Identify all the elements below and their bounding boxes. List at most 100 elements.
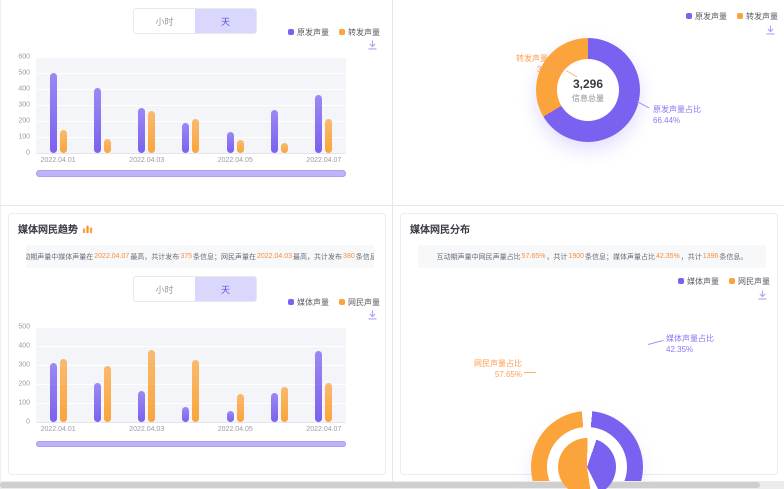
download-button[interactable] [366, 309, 379, 322]
gridline [36, 327, 346, 328]
data-zoom-slider[interactable] [36, 441, 346, 447]
legend-label: 媒体声量 [297, 297, 329, 307]
chart-plot-area [36, 57, 346, 154]
bar-网民声量[interactable] [192, 360, 200, 422]
summary-text: 互动期声量中网民声量占比 [436, 253, 521, 261]
bar-网民声量[interactable] [59, 359, 67, 422]
legend-label: 网民声量 [738, 276, 770, 286]
legend-marker [288, 29, 294, 35]
bar-group [271, 57, 289, 153]
donut-top-legend: 原发声量 转发声量 [630, 10, 778, 22]
summary-text: 条信息；网民声量在 [193, 253, 256, 261]
download-icon [758, 290, 767, 300]
bar-原发声量[interactable] [226, 132, 234, 153]
legend-item[interactable]: 转发声量 [339, 27, 380, 38]
bar-网民声量[interactable] [103, 365, 111, 422]
download-button[interactable] [756, 289, 769, 302]
summary-text: ，共计 [680, 253, 702, 261]
bar-媒体声量[interactable] [226, 410, 234, 422]
bar-转发声量[interactable] [281, 142, 289, 153]
summary-highlight: 1900 [568, 253, 584, 260]
bar-转发声量[interactable] [192, 118, 200, 153]
page-horizontal-scrollbar[interactable] [0, 481, 784, 489]
bar-媒体声量[interactable] [93, 383, 101, 422]
download-icon [368, 310, 377, 320]
slice-label-text: 网民声量占比 [474, 359, 522, 368]
download-button[interactable] [764, 24, 777, 37]
legend-item[interactable]: 媒体声量 [288, 297, 329, 308]
bar-原发声量[interactable] [315, 95, 323, 153]
bar-转发声量[interactable] [103, 139, 111, 153]
bar-group [315, 327, 333, 422]
slice-label-text: 转发声量占比 [516, 54, 564, 63]
donut-center-value: 3,296 [572, 76, 604, 91]
legend-label: 媒体声量 [687, 276, 719, 286]
bar-group [49, 57, 67, 153]
bar-原发声量[interactable] [49, 73, 57, 153]
bar-媒体声量[interactable] [182, 406, 190, 422]
bar-转发声量[interactable] [148, 110, 156, 153]
y-axis-label: 400 [18, 85, 30, 93]
bar-网民声量[interactable] [325, 383, 333, 422]
legend-item[interactable]: 网民声量 [729, 276, 770, 287]
y-axis-label: 400 [18, 342, 30, 350]
bar-原发声量[interactable] [182, 123, 190, 153]
x-axis-label [169, 426, 213, 433]
scrollbar-thumb[interactable] [0, 482, 760, 488]
gridline [36, 137, 346, 138]
bar-转发声量[interactable] [325, 118, 333, 153]
y-axis-label: 600 [18, 53, 30, 61]
x-axis-label [80, 157, 124, 164]
legend-marker [678, 278, 684, 284]
bar-group [138, 57, 156, 153]
bar-网民声量[interactable] [281, 386, 289, 422]
slice-pct-text: 66.44% [653, 116, 681, 125]
legend-label: 原发声量 [297, 27, 329, 37]
toggle-option-hour[interactable]: 小时 [134, 9, 195, 33]
donut-hole [557, 59, 619, 121]
y-axis-label: 200 [18, 380, 30, 388]
bar-原发声量[interactable] [271, 109, 279, 153]
bar-网民声量[interactable] [236, 393, 244, 422]
toggle-option-day[interactable]: 天 [195, 277, 256, 301]
donut-center: 3,296 信息总量 [536, 38, 640, 142]
divider [392, 0, 393, 481]
bar-转发声量[interactable] [59, 129, 67, 153]
legend-item[interactable]: 原发声量 [686, 11, 727, 22]
download-button[interactable] [366, 39, 379, 52]
inner-pie[interactable] [558, 438, 616, 489]
bar-媒体声量[interactable] [315, 350, 323, 422]
summary-highlight: 57.65% [521, 253, 546, 260]
summary-text: 最高，共计发布 [293, 253, 343, 261]
slice-label-text: 原发声量占比 [653, 105, 701, 114]
slice-pct-text: 42.35% [666, 345, 694, 354]
y-axis-label: 100 [18, 133, 30, 141]
data-zoom-slider[interactable] [36, 170, 346, 177]
legend-item[interactable]: 转发声量 [737, 11, 778, 22]
legend-label: 转发声量 [348, 27, 380, 37]
panel-title: 媒体网民趋势 [18, 221, 93, 236]
bar-group [93, 327, 111, 422]
toggle-option-hour[interactable]: 小时 [134, 277, 195, 301]
y-axis-label: 200 [18, 117, 30, 125]
slice-label-original: 原发声量占比 66.44% [653, 104, 755, 126]
legend-marker [339, 29, 345, 35]
bar-原发声量[interactable] [93, 88, 101, 153]
bar-网民声量[interactable] [148, 349, 156, 422]
slice-label-netizen: 网民声量占比 57.65% [420, 358, 522, 380]
bar-媒体声量[interactable] [271, 392, 279, 422]
x-axis-label: 2022.04.01 [40, 426, 76, 433]
x-axis-label [80, 426, 124, 433]
bar-原发声量[interactable] [138, 108, 146, 153]
legend-item[interactable]: 网民声量 [339, 297, 380, 308]
bar-转发声量[interactable] [236, 140, 244, 153]
legend-marker [729, 278, 735, 284]
legend-item[interactable]: 媒体声量 [678, 276, 719, 287]
total-volume-donut-chart[interactable]: 3,296 信息总量 [536, 38, 640, 142]
bar-媒体声量[interactable] [138, 390, 146, 422]
legend-item[interactable]: 原发声量 [288, 27, 329, 38]
dist-summary-text: 互动期声量中网民声量占比 57.65% ，共计 1900 条信息；媒体声量占比 42.35… [418, 245, 766, 268]
bar-媒体声量[interactable] [49, 363, 57, 422]
toggle-option-day[interactable]: 天 [195, 9, 256, 33]
x-axis-label [257, 426, 301, 433]
